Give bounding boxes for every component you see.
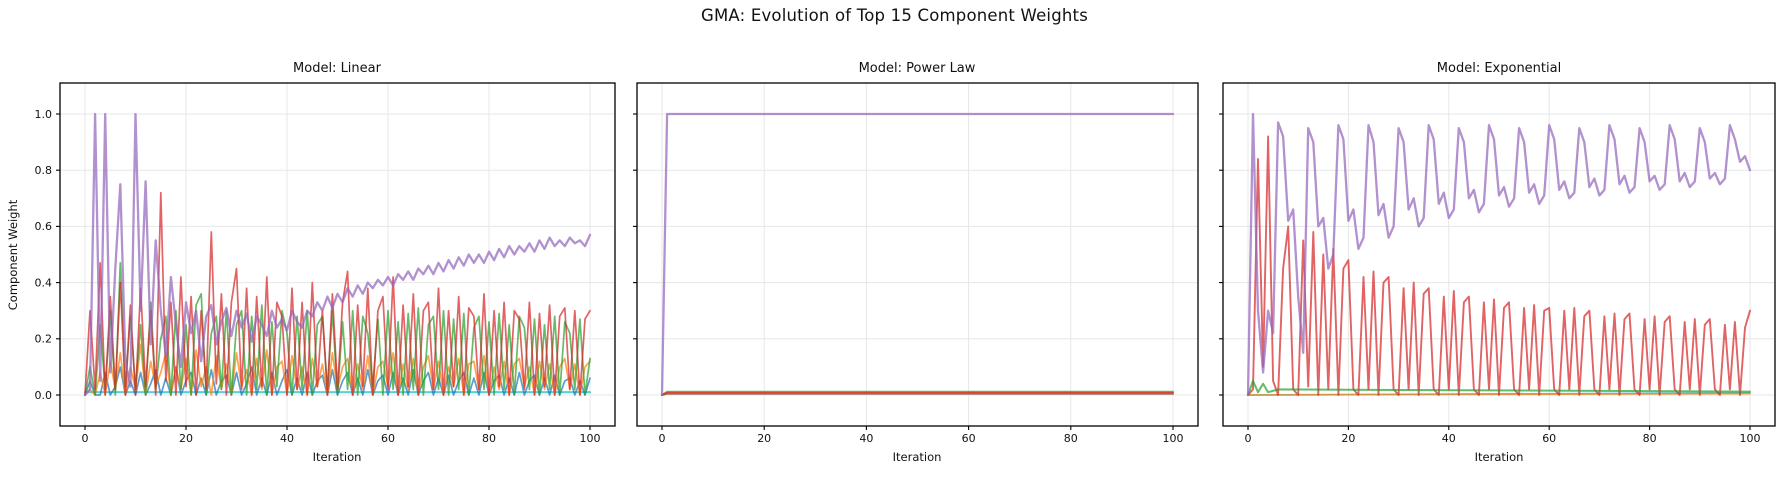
x-tick-label: 60 [962,432,976,445]
x-tick-label: 20 [179,432,193,445]
x-axis-label-1: Iteration [312,450,362,464]
x-tick-label: 40 [1442,432,1456,445]
x-tick-label: 0 [1245,432,1252,445]
x-tick-label: 20 [757,432,771,445]
y-tick-label: 0.4 [35,276,53,289]
y-tick-label: 0.2 [35,333,53,346]
x-tick-label: 0 [82,432,89,445]
x-tick-label: 0 [659,432,666,445]
series-line-component-purple-dominant [83,112,592,397]
x-tick-label: 40 [280,432,294,445]
y-axis-label: Component Weight [6,199,20,311]
x-tick-label: 80 [1643,432,1657,445]
x-tick-label: 100 [1163,432,1184,445]
x-axis-label-3: Iteration [1474,450,1524,464]
subplot-title-linear: Model: Linear [293,61,381,76]
series-line-component-brown-flat [661,392,1174,396]
axes-spines [636,82,1199,427]
x-tick-label: 60 [381,432,395,445]
x-tick-label: 80 [482,432,496,445]
series-line-component-purple-dominant [660,112,1175,397]
y-tick-label: 0.8 [35,164,53,177]
x-axis-label-2: Iteration [892,450,942,464]
y-tick-label: 1.0 [35,108,53,121]
x-tick-label: 80 [1064,432,1078,445]
series-line-component-green-flat [1247,379,1751,396]
subplot-title-power-law: Model: Power Law [858,61,976,76]
x-tick-label: 20 [1341,432,1355,445]
y-tick-label: 0.0 [35,389,53,402]
x-tick-label: 100 [580,432,601,445]
axes-spines [1222,82,1776,427]
y-tick-label: 0.6 [35,220,53,233]
series-line-component-green [84,262,591,396]
series-line-component-red [84,191,591,396]
x-tick-label: 40 [859,432,873,445]
subplot-title-exponential: Model: Exponential [1436,61,1562,76]
series-line-component-red [1247,135,1751,396]
figure-suptitle: GMA: Evolution of Top 15 Component Weigh… [701,6,1088,25]
x-tick-label: 60 [1542,432,1556,445]
axes-spines [59,82,616,427]
series-line-component-purple-dominant [1246,112,1752,397]
x-tick-label: 100 [1740,432,1761,445]
